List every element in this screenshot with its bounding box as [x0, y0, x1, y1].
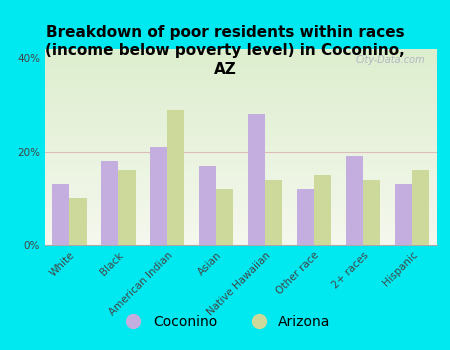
Bar [395, 184, 412, 245]
Bar [52, 184, 69, 245]
Bar [69, 198, 86, 245]
Bar [265, 180, 282, 245]
Bar [363, 180, 380, 245]
Legend: Coconino, Arizona: Coconino, Arizona [114, 309, 336, 335]
Bar [314, 175, 331, 245]
Bar [216, 189, 234, 245]
Bar [199, 166, 216, 245]
Bar [150, 147, 167, 245]
Bar [167, 110, 184, 245]
Bar [346, 156, 363, 245]
Bar [412, 170, 429, 245]
Bar [248, 114, 265, 245]
Bar [297, 189, 314, 245]
Text: City-Data.com: City-Data.com [355, 55, 425, 65]
Bar [118, 170, 135, 245]
Text: Breakdown of poor residents within races
(income below poverty level) in Coconin: Breakdown of poor residents within races… [45, 25, 405, 77]
Bar [101, 161, 118, 245]
